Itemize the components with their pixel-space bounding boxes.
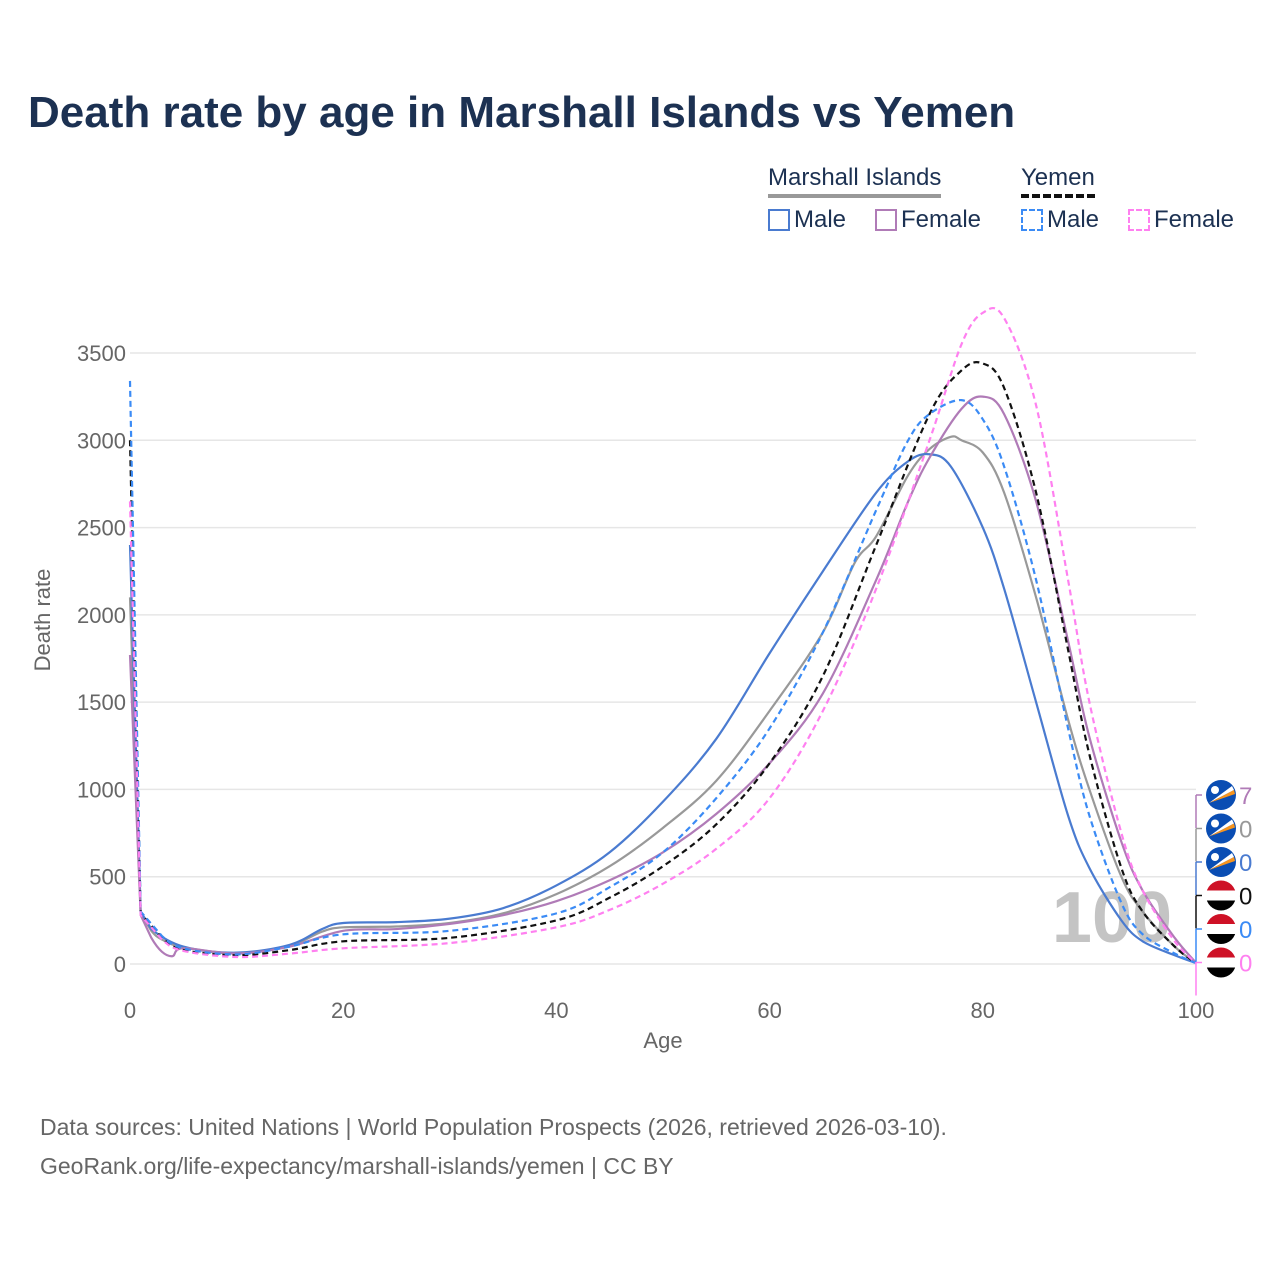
x-axis-label: Age bbox=[643, 1028, 682, 1053]
x-tick-label: 100 bbox=[1178, 998, 1215, 1023]
y-tick-label: 1000 bbox=[77, 777, 126, 802]
series-line-marshall-islands-female bbox=[128, 395, 1197, 964]
end-value-label: 0 bbox=[1239, 951, 1252, 978]
y-tick-label: 2500 bbox=[77, 516, 126, 541]
legend-swatch-icon bbox=[875, 209, 897, 231]
yemen-flag-icon bbox=[1206, 880, 1236, 911]
series-line-yemen-female bbox=[128, 306, 1197, 964]
end-value-label: 0 bbox=[1239, 917, 1252, 944]
end-value-label: 0 bbox=[1239, 884, 1252, 911]
source-note: Data sources: United Nations | World Pop… bbox=[40, 1108, 947, 1186]
legend-group-yemen: Yemen bbox=[1021, 164, 1095, 198]
source-line-2[interactable]: GeoRank.org/life-expectancy/marshall-isl… bbox=[40, 1153, 674, 1179]
series-line-marshall-islands-male bbox=[128, 452, 1197, 965]
legend-item-mi-female[interactable]: Female bbox=[875, 206, 981, 234]
x-tick-label: 0 bbox=[124, 998, 136, 1023]
x-tick-label: 60 bbox=[757, 998, 781, 1023]
legend-label: Male bbox=[794, 206, 847, 233]
legend-swatch-icon bbox=[1021, 209, 1043, 231]
y-tick-label: 3000 bbox=[77, 428, 126, 453]
end-value-label: 0 bbox=[1239, 817, 1252, 844]
legend-item-ye-female[interactable]: Female bbox=[1128, 206, 1234, 234]
marshall-islands-flag-icon bbox=[1206, 780, 1236, 810]
watermark: 100 bbox=[1052, 878, 1172, 958]
series-line-yemen-total bbox=[128, 361, 1197, 965]
series-line-yemen-male bbox=[128, 380, 1197, 965]
yemen-flag-icon bbox=[1206, 947, 1236, 978]
x-tick-label: 40 bbox=[544, 998, 568, 1023]
x-tick-label: 80 bbox=[971, 998, 995, 1023]
y-tick-label: 2000 bbox=[77, 603, 126, 628]
yemen-flag-icon bbox=[1206, 914, 1236, 944]
end-value-label: 7 bbox=[1239, 783, 1252, 810]
y-tick-label: 1500 bbox=[77, 690, 126, 715]
y-tick-label: 3500 bbox=[77, 341, 126, 366]
y-axis-label: Death rate bbox=[30, 569, 55, 672]
chart-title: Death rate by age in Marshall Islands vs… bbox=[28, 88, 1016, 137]
legend-group-marshall-islands: Marshall Islands bbox=[768, 164, 942, 198]
source-line-1: Data sources: United Nations | World Pop… bbox=[40, 1114, 947, 1140]
legend-label: Female bbox=[901, 206, 982, 233]
legend-item-ye-male[interactable]: Male bbox=[1021, 206, 1099, 234]
x-tick-label: 20 bbox=[331, 998, 355, 1023]
y-tick-label: 0 bbox=[114, 952, 126, 977]
legend-label: Male bbox=[1047, 206, 1100, 233]
marshall-islands-flag-icon bbox=[1206, 847, 1236, 877]
legend-item-mi-male[interactable]: Male bbox=[768, 206, 846, 234]
legend-label: Female bbox=[1154, 206, 1235, 233]
end-value-label: 0 bbox=[1239, 850, 1252, 877]
y-tick-label: 500 bbox=[89, 865, 126, 890]
legend-swatch-icon bbox=[1128, 209, 1150, 231]
marshall-islands-flag-icon bbox=[1206, 813, 1236, 844]
legend-swatch-icon bbox=[768, 209, 790, 231]
